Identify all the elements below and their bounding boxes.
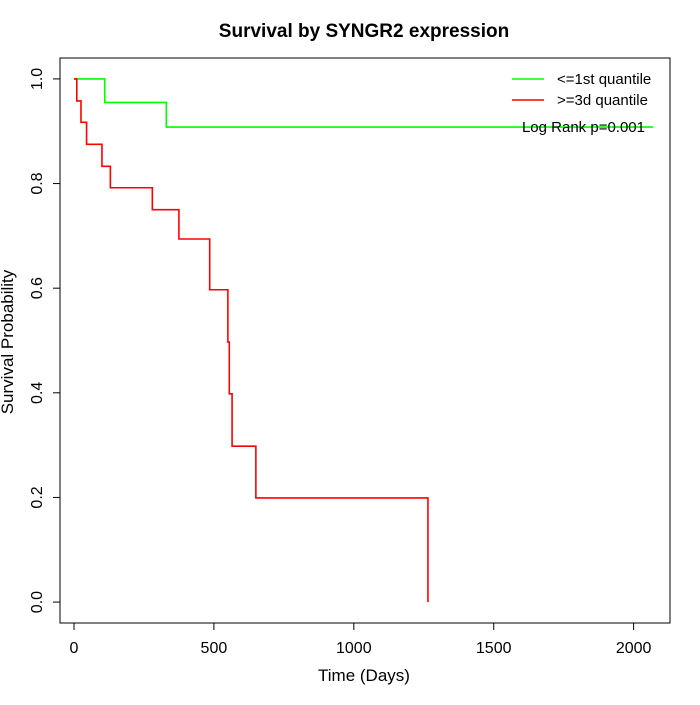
x-axis-label: Time (Days) bbox=[318, 666, 410, 685]
x-tick-label: 500 bbox=[201, 640, 228, 657]
series-layer bbox=[73, 78, 654, 603]
y-tick-label: 0.6 bbox=[29, 277, 46, 299]
y-tick-label: 0.4 bbox=[29, 382, 46, 404]
chart-title: Survival by SYNGR2 expression bbox=[219, 21, 509, 42]
y-axis: 0.0 0.2 0.4 0.6 0.8 1.0 bbox=[29, 68, 61, 613]
x-tick-label: 0 bbox=[70, 640, 79, 657]
y-tick-label: 0.2 bbox=[29, 486, 46, 508]
logrank-annotation: Log Rank p=0.001 bbox=[522, 119, 645, 136]
legend-label-1: >=3d quantile bbox=[557, 92, 648, 109]
y-tick-label: 1.0 bbox=[29, 68, 46, 90]
series-line-1 bbox=[73, 78, 429, 603]
legend: <=1st quantile >=3d quantile bbox=[512, 71, 651, 109]
x-axis: 0 500 1000 1500 2000 bbox=[70, 622, 652, 657]
y-axis-label: Survival Probability bbox=[0, 269, 17, 414]
x-tick-label: 2000 bbox=[616, 640, 652, 657]
y-tick-label: 0.0 bbox=[29, 591, 46, 613]
x-tick-label: 1000 bbox=[336, 640, 372, 657]
plot-frame bbox=[59, 57, 671, 624]
y-tick-label: 0.8 bbox=[29, 172, 46, 194]
legend-label-0: <=1st quantile bbox=[557, 71, 651, 88]
series-line-0 bbox=[73, 78, 654, 128]
x-tick-label: 1500 bbox=[476, 640, 512, 657]
